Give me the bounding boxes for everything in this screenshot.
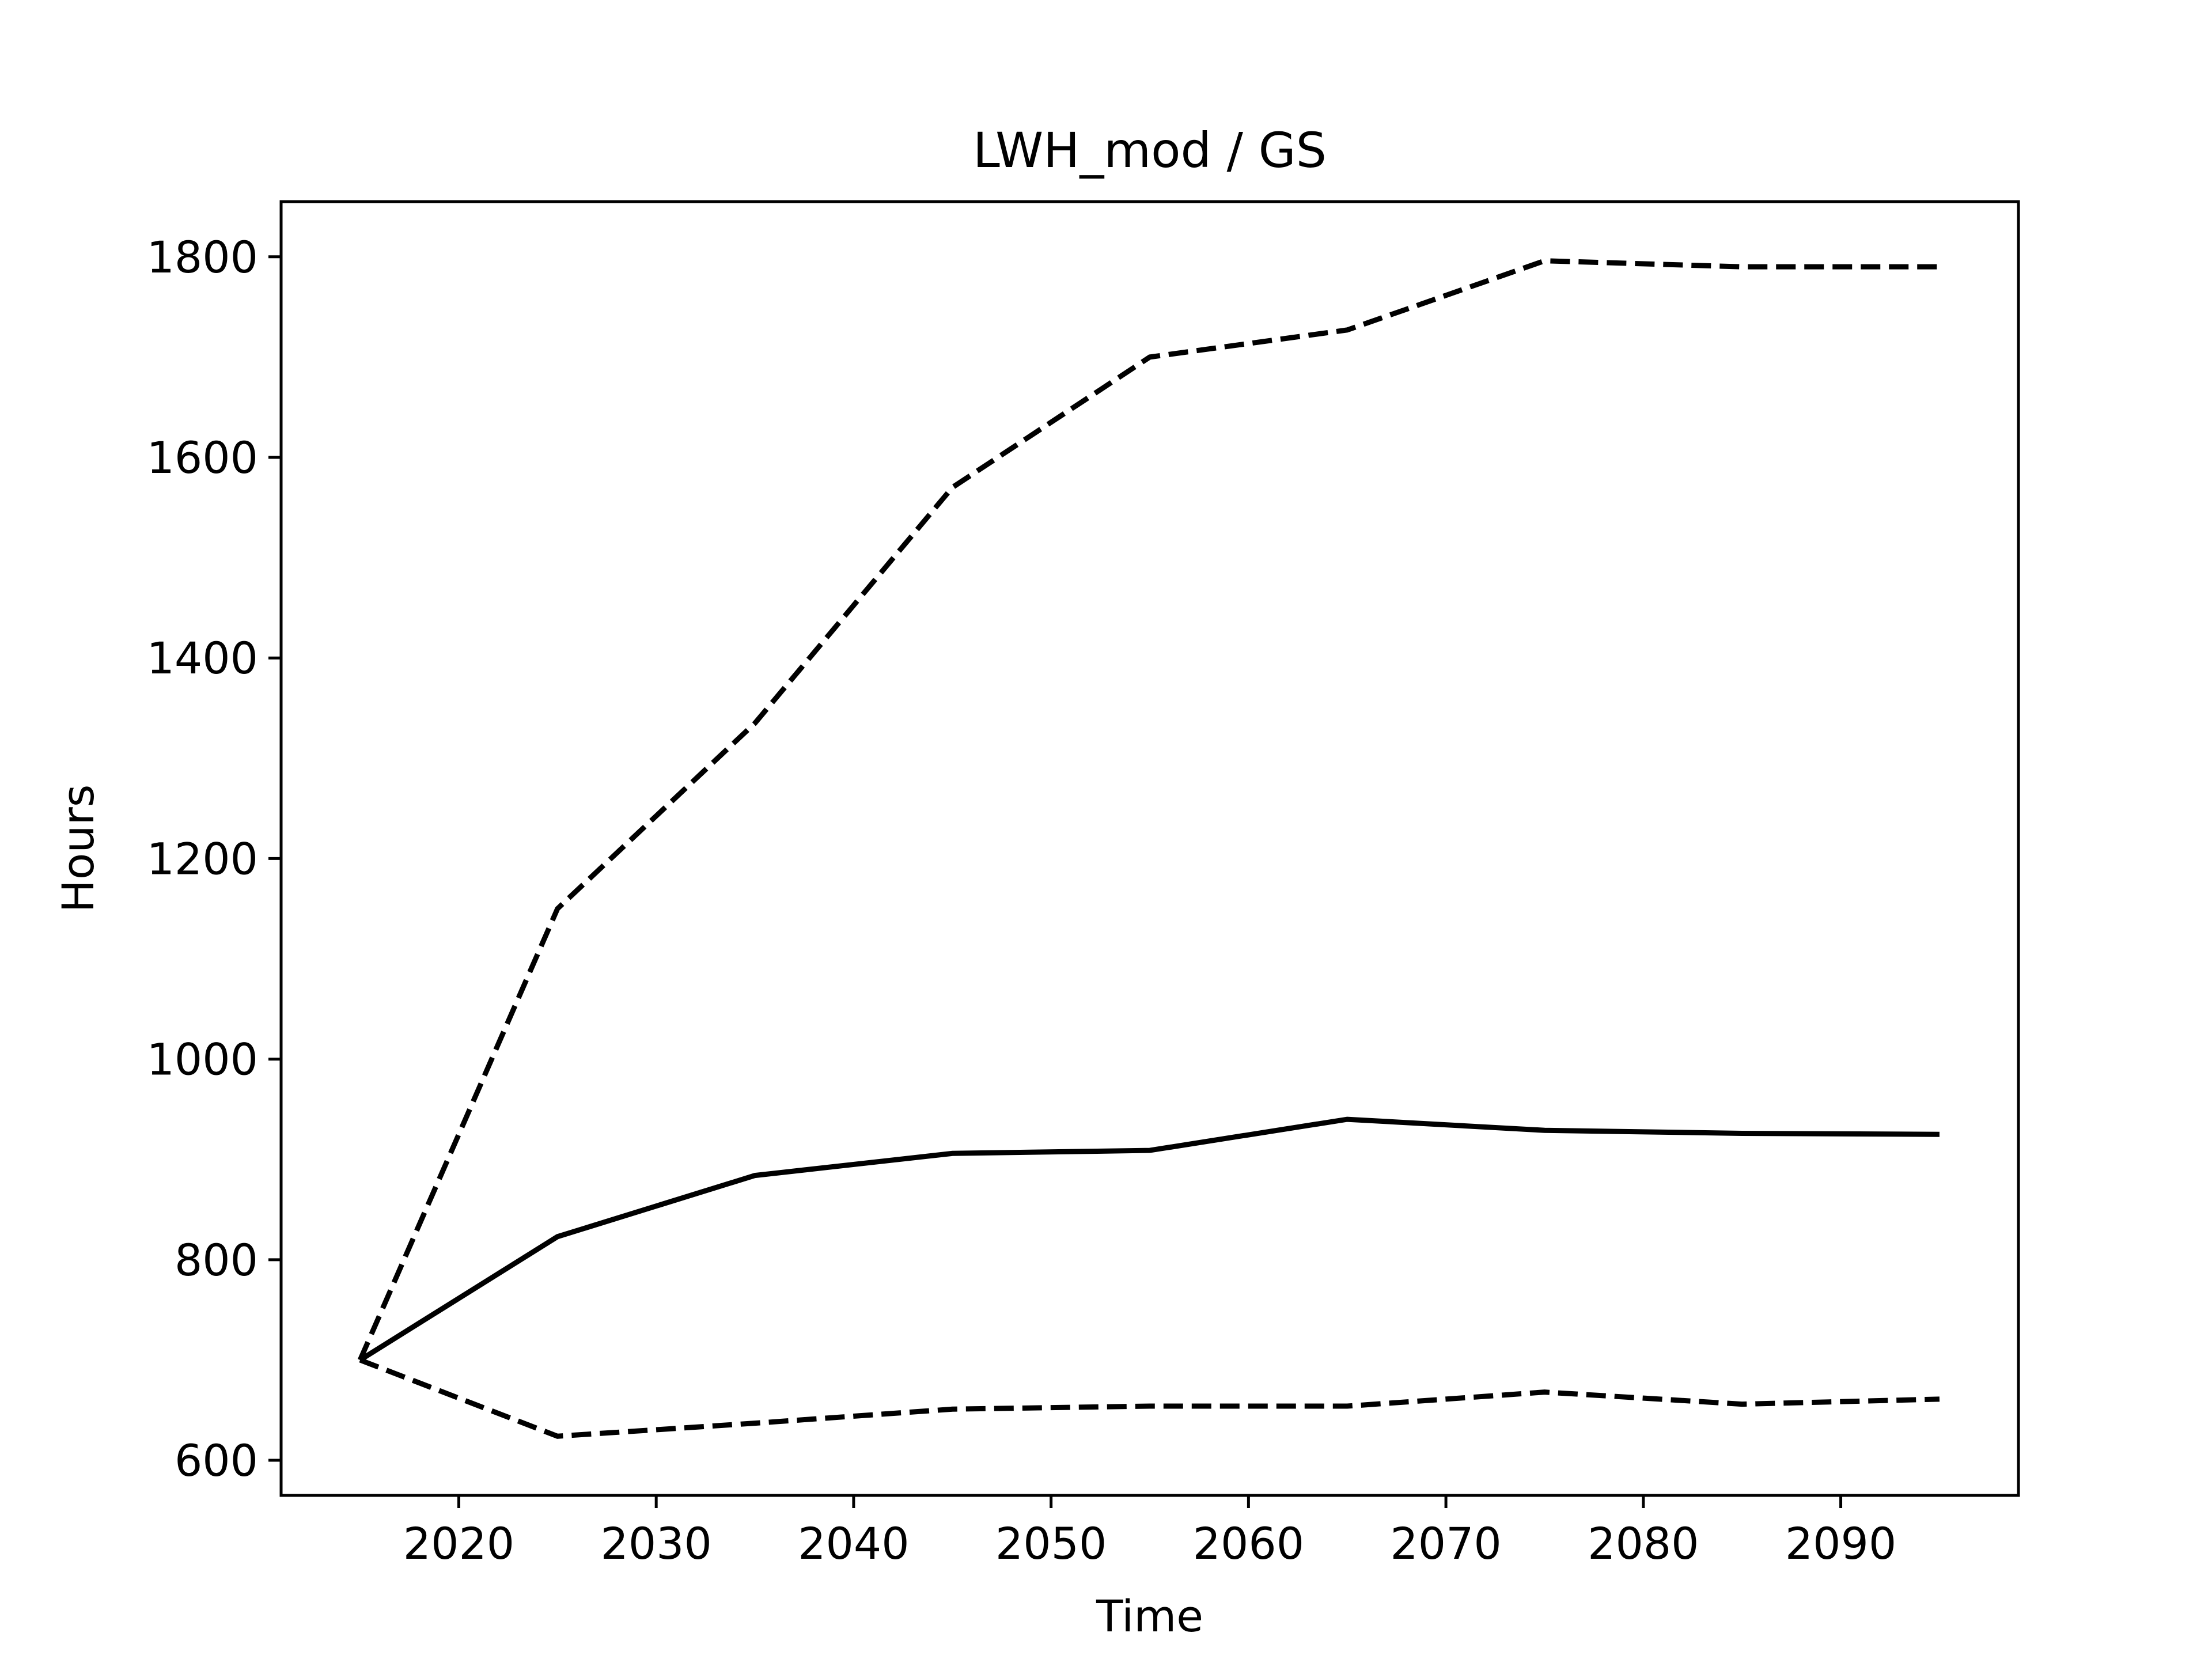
plot-area-frame [279, 200, 2020, 1497]
y-axis-label: Hours [52, 785, 104, 913]
x-tick-label: 2040 [798, 1518, 909, 1569]
x-tick-label: 2030 [600, 1518, 711, 1569]
x-tick-label: 2050 [995, 1518, 1107, 1569]
y-tick-label: 600 [175, 1435, 258, 1486]
y-tick-label: 800 [175, 1234, 258, 1286]
series-layer [357, 258, 1940, 1439]
x-tick-label: 2020 [403, 1518, 514, 1569]
y-tick-label: 1800 [147, 232, 258, 283]
x-axis-ticks: 2020 2030 2040 2050 2060 2070 2080 2090 [403, 1495, 1896, 1569]
chart-title: LWH_mod / GS [973, 122, 1327, 179]
y-tick-label: 1400 [147, 632, 258, 684]
y-tick-label: 1600 [147, 432, 258, 483]
y-tick-label: 1200 [147, 833, 258, 884]
y-axis-ticks: 600 800 1000 1200 1400 1600 1800 [147, 232, 281, 1486]
x-axis-label: Time [1096, 1590, 1203, 1642]
x-tick-label: 2090 [1785, 1518, 1896, 1569]
x-tick-label: 2060 [1193, 1518, 1304, 1569]
series-median-solid-line [358, 1116, 1940, 1362]
y-tick-label: 1000 [147, 1034, 258, 1085]
x-tick-label: 2070 [1390, 1518, 1501, 1569]
x-tick-label: 2080 [1588, 1518, 1699, 1569]
series-lower-dashed-line [359, 1357, 1940, 1439]
series-upper-dashed-line [357, 258, 1940, 1361]
